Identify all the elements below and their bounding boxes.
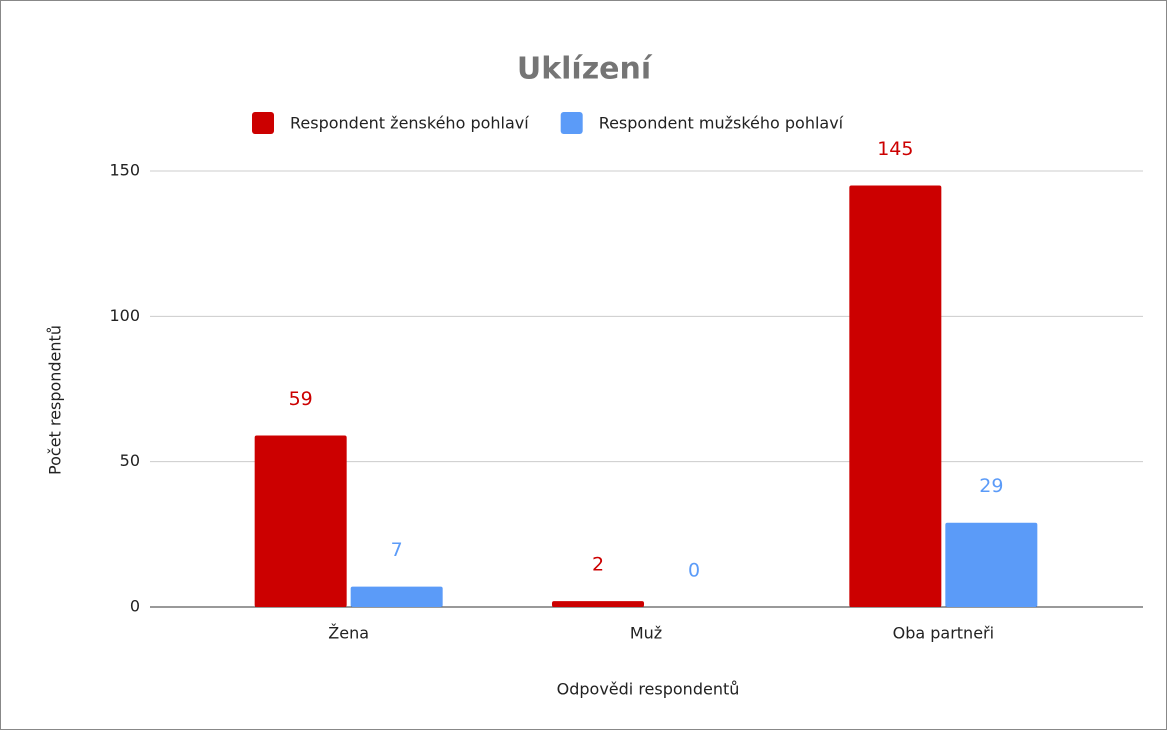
x-tick-label: Oba partneři bbox=[893, 624, 994, 643]
y-tick-label: 150 bbox=[109, 161, 140, 180]
data-label: 2 bbox=[592, 554, 604, 576]
bar bbox=[552, 601, 644, 607]
y-axis-label: Počet respondentů bbox=[46, 325, 65, 475]
bar bbox=[350, 586, 443, 607]
legend-label: Respondent mužského pohlaví bbox=[599, 114, 844, 133]
bar bbox=[945, 522, 1038, 607]
y-tick-label: 50 bbox=[120, 451, 140, 470]
data-label: 7 bbox=[391, 539, 403, 561]
data-label: 145 bbox=[877, 138, 913, 160]
legend-swatch bbox=[560, 112, 583, 134]
bar bbox=[849, 185, 942, 608]
x-tick-label: Muž bbox=[630, 624, 662, 643]
y-tick-label: 0 bbox=[130, 597, 140, 616]
data-label: 29 bbox=[979, 475, 1003, 497]
data-label: 0 bbox=[688, 560, 700, 582]
x-tick-label: Žena bbox=[328, 624, 369, 643]
legend-label: Respondent ženského pohlaví bbox=[290, 114, 529, 133]
x-axis-label: Odpovědi respondentů bbox=[557, 680, 740, 699]
chart-title: Uklízení bbox=[517, 52, 653, 87]
y-tick-label: 100 bbox=[109, 306, 140, 325]
data-label: 59 bbox=[289, 388, 313, 410]
legend-swatch bbox=[252, 112, 274, 134]
bar bbox=[254, 435, 347, 607]
